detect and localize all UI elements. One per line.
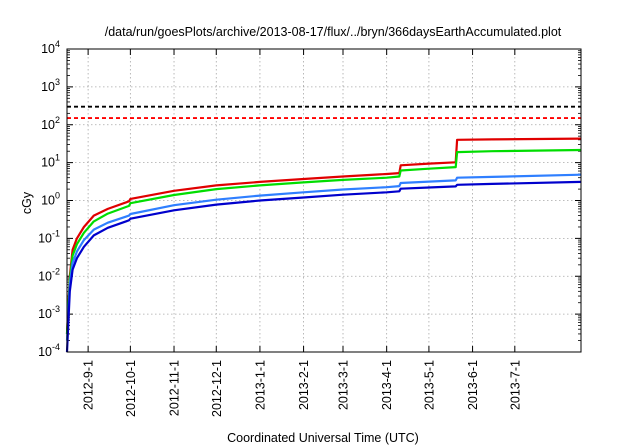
- x-tick-label: 2013-7-1: [508, 360, 522, 410]
- series-line-3: [65, 173, 582, 341]
- threshold-layer: [67, 105, 581, 119]
- chart-title: /data/run/goesPlots/archive/2013-08-17/f…: [105, 25, 562, 39]
- series-layer: [65, 137, 582, 353]
- x-tick-labels: 2012-9-1 2012-10-1 2012-11-1 2012-12-1 2013-…: [82, 360, 523, 417]
- y-tick-label: 101: [41, 153, 60, 170]
- series-line-4: [65, 180, 582, 353]
- plot-frame: [66, 48, 582, 353]
- series-line-1: [65, 137, 582, 334]
- x-tick-label: 2013-2-1: [297, 360, 311, 410]
- y-axis-label: cGy: [20, 191, 34, 214]
- y-tick-label: 10-3: [38, 304, 60, 321]
- x-tick-label: 2013-4-1: [380, 360, 394, 410]
- x-tick-label: 2012-12-1: [210, 360, 224, 417]
- y-tick-label: 10-4: [38, 342, 60, 359]
- y-tick-label: 102: [41, 115, 60, 132]
- grid-layer: [67, 48, 581, 353]
- x-tick-label: 2013-3-1: [337, 360, 351, 410]
- y-tick-label: 10-1: [38, 228, 60, 245]
- x-tick-label: 2013-1-1: [253, 360, 267, 410]
- x-tick-label: 2013-5-1: [422, 360, 436, 410]
- series-line-2: [65, 148, 582, 334]
- x-axis-label: Coordinated Universal Time (UTC): [227, 431, 419, 445]
- y-tick-label: 104: [41, 39, 60, 56]
- x-tick-label: 2012-10-1: [124, 360, 138, 417]
- y-tick-label: 10-2: [38, 266, 60, 283]
- y-tick-labels: 10-4 10-3 10-2 10-1 100 101 102 103 104: [38, 39, 60, 359]
- x-tick-label: 2012-11-1: [168, 360, 182, 416]
- x-tick-label: 2013-6-1: [466, 360, 480, 410]
- y-tick-label: 103: [41, 77, 60, 94]
- x-tick-label: 2012-9-1: [82, 360, 96, 410]
- y-tick-label: 100: [41, 191, 60, 208]
